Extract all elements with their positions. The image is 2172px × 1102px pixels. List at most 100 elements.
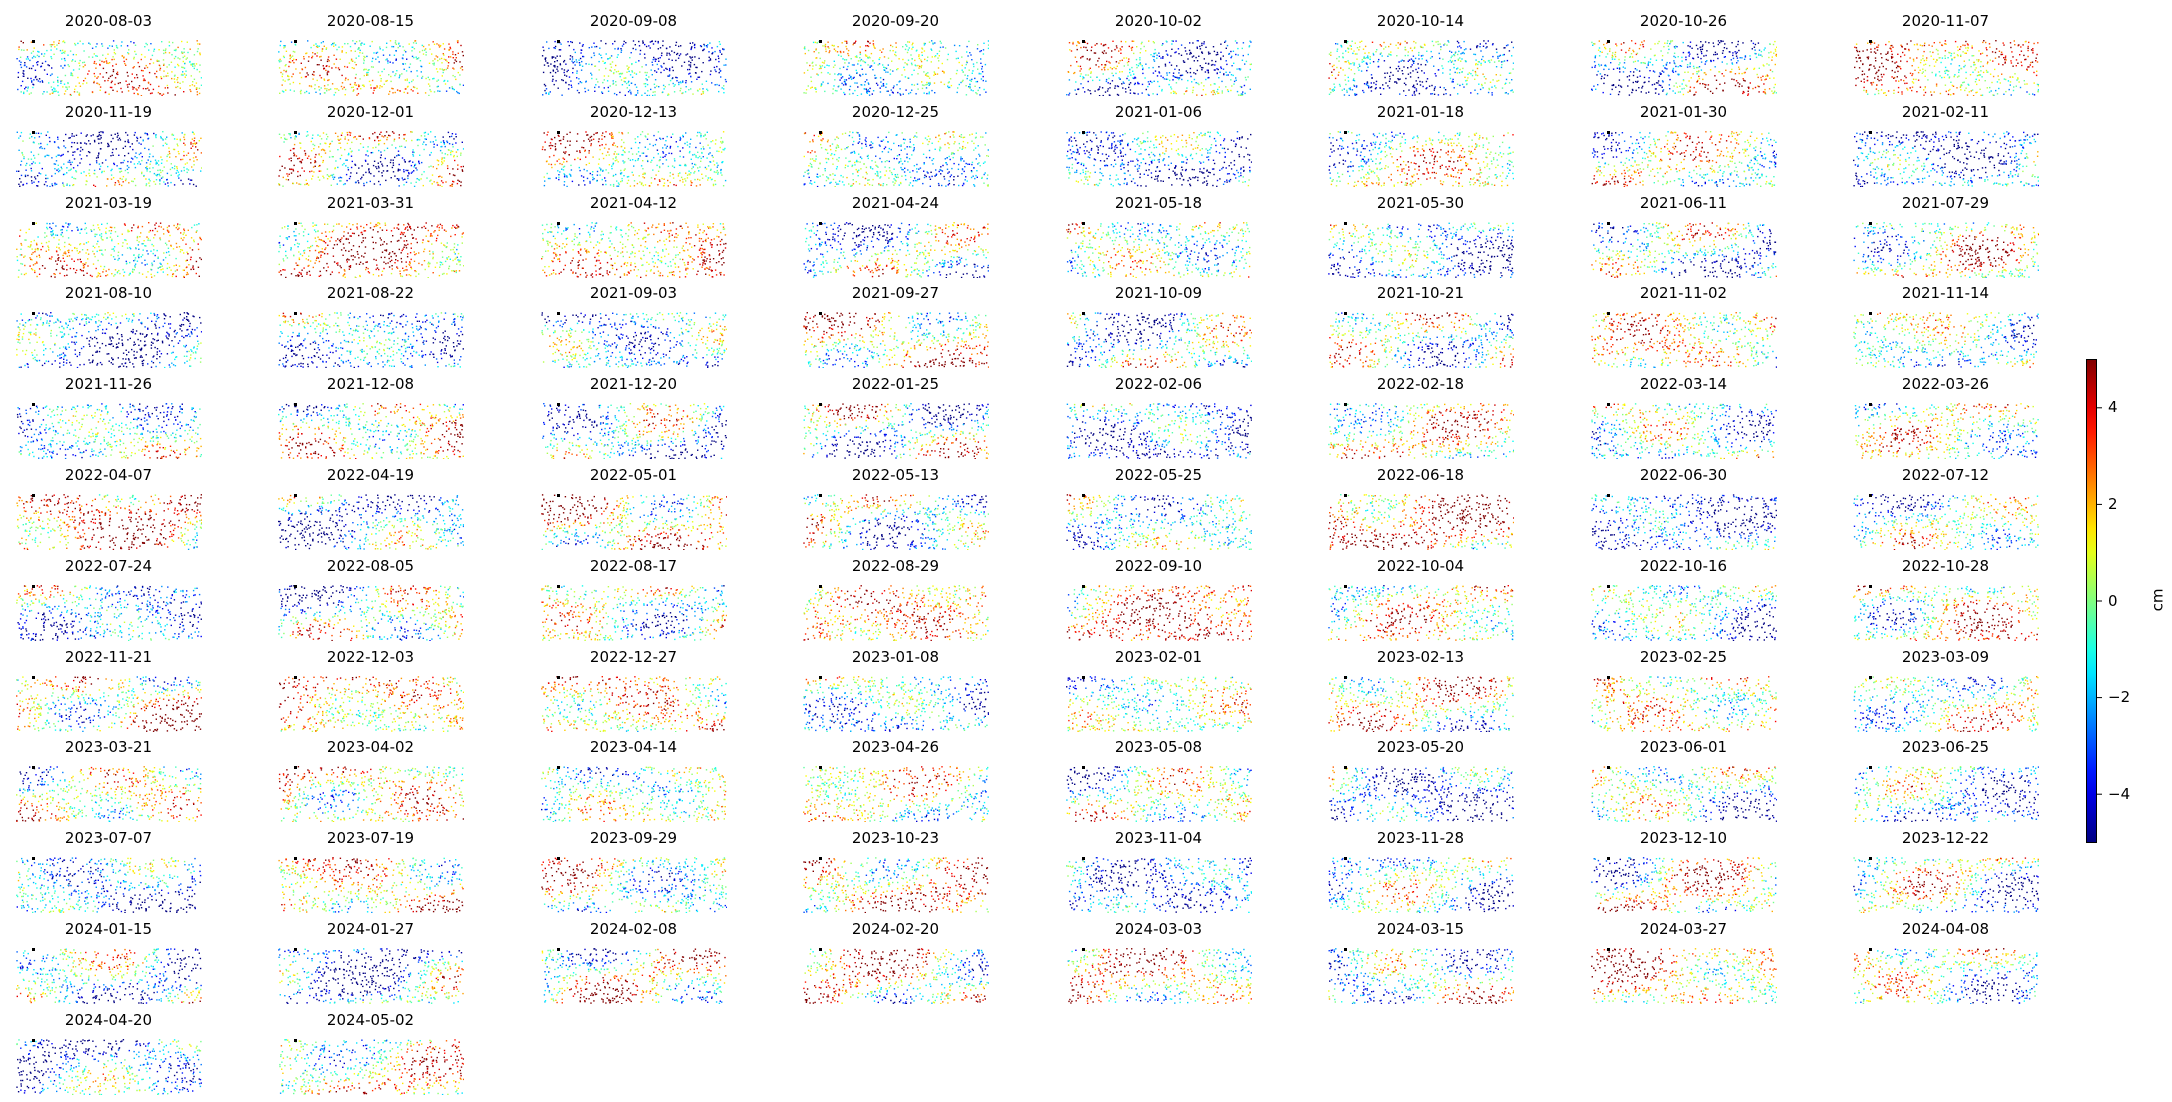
scatter-point	[106, 62, 108, 64]
scatter-point	[178, 177, 180, 179]
scatter-point	[1748, 87, 1750, 90]
scatter-point	[1623, 62, 1626, 64]
scatter-point	[140, 143, 142, 145]
scatter-point	[1900, 68, 1902, 70]
scatter-point	[894, 53, 896, 56]
scatter-point	[1248, 45, 1251, 47]
scatter-point	[688, 60, 690, 63]
scatter-point	[1068, 92, 1071, 94]
scatter-point	[901, 74, 903, 76]
scatter-point	[1669, 41, 1672, 43]
scatter-point	[1673, 85, 1675, 87]
scatter-point	[1098, 88, 1100, 91]
scatter-point	[690, 61, 692, 64]
scatter-point	[1213, 89, 1215, 92]
scatter-point	[85, 142, 88, 145]
scatter-point	[1612, 52, 1614, 54]
scatter-point	[192, 183, 195, 185]
scatter-point	[1363, 91, 1365, 94]
scatter-point	[1158, 71, 1160, 73]
displacement-scatter	[1066, 40, 1252, 96]
scatter-point	[595, 45, 598, 48]
scatter-point	[1700, 57, 1702, 60]
scatter-point	[300, 62, 302, 64]
scatter-point	[443, 156, 445, 159]
scatter-point	[1411, 49, 1413, 52]
scatter-point	[1178, 72, 1180, 74]
scatter-point	[1412, 60, 1414, 63]
scatter-point	[1125, 41, 1127, 43]
scatter-point	[628, 80, 630, 83]
scatter-point	[548, 47, 550, 50]
scatter-point	[975, 92, 977, 94]
scatter-point	[1726, 47, 1728, 50]
scatter-point	[106, 184, 108, 187]
scatter-point	[56, 44, 58, 46]
scatter-point	[844, 40, 846, 42]
scatter-point	[338, 68, 341, 71]
scatter-point	[38, 51, 40, 53]
scatter-point	[1752, 42, 1755, 45]
scatter-point	[195, 82, 198, 84]
scatter-point	[1200, 82, 1203, 84]
scatter-point	[1212, 93, 1214, 96]
scatter-point	[1925, 59, 1928, 61]
scatter-point	[1603, 77, 1605, 79]
scatter-point	[813, 51, 815, 53]
scatter-point	[193, 160, 195, 162]
scatter-point	[118, 167, 120, 170]
scatter-point	[1603, 68, 1605, 71]
scatter-point	[2026, 68, 2028, 70]
scatter-point	[331, 174, 333, 176]
scatter-point	[105, 57, 107, 60]
scatter-point	[373, 87, 375, 89]
scatter-point	[571, 41, 573, 44]
scatter-point	[145, 166, 147, 169]
scatter-point	[358, 40, 361, 42]
scatter-point	[1862, 63, 1864, 66]
scatter-point	[1153, 80, 1155, 82]
scatter-point	[610, 66, 613, 68]
scatter-point	[16, 131, 18, 133]
scatter-point	[591, 77, 593, 80]
scatter-point	[21, 151, 23, 154]
scatter-point	[341, 74, 343, 77]
scatter-point	[1439, 43, 1441, 45]
scatter-point	[705, 80, 708, 82]
scatter-point	[1340, 44, 1342, 47]
scatter-point	[60, 82, 62, 84]
scatter-point	[1163, 78, 1166, 80]
scatter-point	[1875, 52, 1877, 54]
scatter-point	[285, 178, 287, 180]
scatter-point	[958, 45, 961, 47]
scatter-point	[629, 74, 632, 76]
scatter-point	[110, 154, 112, 157]
scatter-point	[152, 88, 155, 91]
scatter-point	[571, 86, 573, 88]
scatter-point	[2009, 84, 2011, 86]
scatter-point	[423, 49, 426, 51]
scatter-point	[1463, 52, 1465, 55]
scatter-point	[319, 93, 321, 95]
scatter-point	[932, 42, 934, 44]
scatter-point	[968, 40, 970, 43]
scatter-point	[412, 79, 414, 81]
scatter-point	[69, 136, 71, 139]
scatter-point	[354, 163, 356, 165]
scatter-point	[436, 71, 439, 73]
scatter-point	[686, 53, 689, 55]
scatter-point	[1465, 60, 1467, 63]
scatter-point	[1162, 56, 1164, 58]
scatter-point	[433, 64, 435, 66]
scatter-point	[455, 142, 457, 144]
scatter-point	[1641, 41, 1643, 43]
scatter-point	[50, 86, 53, 88]
scatter-point	[1693, 67, 1695, 69]
scatter-point	[1692, 65, 1695, 68]
scatter-point	[2013, 86, 2015, 88]
scatter-point	[179, 58, 181, 60]
scatter-point	[184, 163, 187, 165]
scatter-point	[1466, 83, 1468, 85]
scatter-point	[685, 82, 687, 84]
